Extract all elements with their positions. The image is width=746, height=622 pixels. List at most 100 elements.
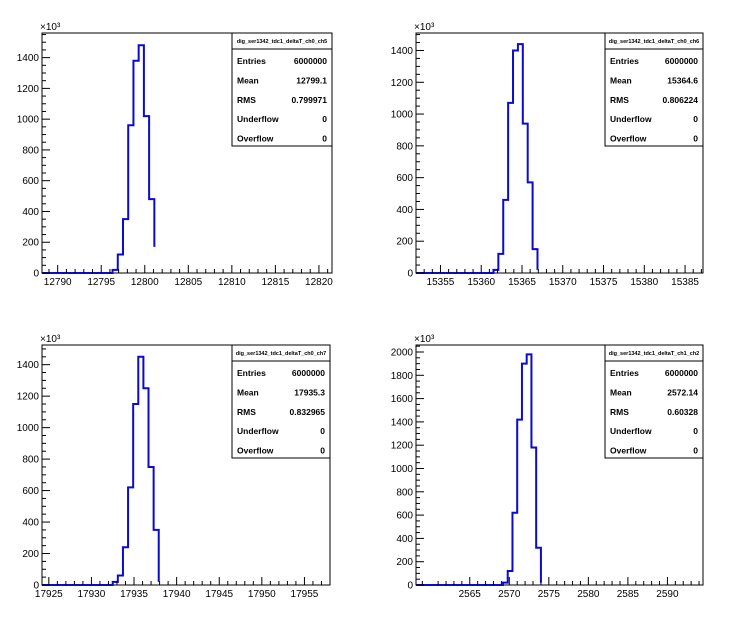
histogram-panel-1: 0 200 400 600 800 1000 1200 1400 12790 12795 12800… xyxy=(17,22,334,288)
x-tick-label: 15365 xyxy=(508,277,536,288)
histogram-panel-3: 0 200 400 600 800 1000 1200 1400 17925 17930 17935… xyxy=(17,334,331,600)
stats-title: dig_ser1342_tdc1_deltaT_ch0_ch6 xyxy=(609,39,700,45)
stats-label: Mean xyxy=(610,387,632,397)
histogram-bin xyxy=(144,116,149,273)
x-tick-label: 17950 xyxy=(248,589,276,600)
x-tick-label: 12815 xyxy=(261,277,289,288)
x-tick-label: 15385 xyxy=(671,277,699,288)
stats-value: 6000000 xyxy=(294,56,327,66)
y-tick-label: 1000 xyxy=(391,464,414,475)
y-tick-label: 1200 xyxy=(17,392,40,403)
stats-label: Underflow xyxy=(610,426,652,436)
y-tick-label: 600 xyxy=(22,486,39,497)
stats-value: 0 xyxy=(693,426,698,436)
y-tick-label: 400 xyxy=(22,207,39,218)
stats-label: Mean xyxy=(610,75,632,85)
y-tick-label: 0 xyxy=(407,269,413,280)
histogram-bin xyxy=(123,547,128,585)
stats-value: 0 xyxy=(320,426,325,436)
x-tick-label: 12820 xyxy=(305,277,333,288)
stats-value: 15364.6 xyxy=(667,75,698,85)
x-tick-label: 17930 xyxy=(78,589,106,600)
stats-box-frame xyxy=(604,344,704,459)
histogram-bin xyxy=(508,103,513,273)
histogram-bin xyxy=(138,357,143,585)
y-tick-label: 200 xyxy=(22,238,39,249)
histogram-bin xyxy=(503,583,508,585)
x-tick-label: 15355 xyxy=(427,277,455,288)
y-tick-label: 1200 xyxy=(391,441,414,452)
y-tick-label: 1200 xyxy=(391,78,414,89)
histogram-bin xyxy=(527,354,532,585)
x-tick-label: 2585 xyxy=(617,589,640,600)
y-exponent-label: ×10³ xyxy=(40,334,61,345)
stats-value: 0.832965 xyxy=(290,407,326,417)
x-tick-label: 2575 xyxy=(538,589,561,600)
histogram-bin xyxy=(528,182,533,273)
x-tick-label: 15375 xyxy=(590,277,618,288)
y-tick-label: 1200 xyxy=(17,84,40,95)
y-tick-label: 1000 xyxy=(17,115,40,126)
y-tick-label: 400 xyxy=(396,205,413,216)
stats-value: 0.806224 xyxy=(663,95,699,105)
histogram-bin xyxy=(113,270,118,273)
stats-value: 6000000 xyxy=(665,368,698,378)
histogram-bin xyxy=(118,576,123,585)
stats-value: 6000000 xyxy=(665,56,698,66)
stats-label: Overflow xyxy=(237,134,274,144)
stats-box: dig_ser1342_tdc1_deltaT_ch1_ch2 Entries 60… xyxy=(604,344,704,459)
x-tick-label: 17955 xyxy=(291,589,319,600)
stats-label: Overflow xyxy=(610,446,647,456)
stats-title: dig_ser1342_tdc1_deltaT_ch0_ch7 xyxy=(236,351,327,357)
x-tick-label: 2580 xyxy=(577,589,600,600)
x-tick-label: 17935 xyxy=(120,589,148,600)
stats-label: Underflow xyxy=(610,114,652,124)
y-exponent-label: ×10³ xyxy=(414,22,435,33)
histogram-panel-2: 0 200 400 600 800 1000 1200 1400 15355 15360 15365… xyxy=(391,22,704,288)
y-tick-label: 2000 xyxy=(391,347,414,358)
stats-label: Entries xyxy=(237,368,266,378)
stats-label: RMS xyxy=(610,95,629,105)
histogram-bin xyxy=(154,530,159,585)
stats-label: Underflow xyxy=(237,426,279,436)
histogram-series xyxy=(416,43,539,274)
y-tick-label: 600 xyxy=(396,173,413,184)
histogram-series xyxy=(42,44,156,274)
x-tick-label: 17925 xyxy=(35,589,63,600)
stats-label: RMS xyxy=(237,407,256,417)
y-tick-label: 200 xyxy=(396,237,413,248)
stats-label: Overflow xyxy=(610,134,647,144)
stats-value: 12799.1 xyxy=(296,75,327,85)
stats-value: 0 xyxy=(693,446,698,456)
stats-label: Mean xyxy=(237,75,259,85)
y-tick-label: 1400 xyxy=(17,53,40,64)
histogram-bin xyxy=(503,200,508,273)
stats-value: 0 xyxy=(320,446,325,456)
y-tick-label: 0 xyxy=(33,269,39,280)
histogram-bin xyxy=(139,45,144,273)
histogram-bin xyxy=(149,199,154,273)
histogram-bin xyxy=(143,388,148,585)
x-tick-label: 15360 xyxy=(467,277,495,288)
histogram-bin xyxy=(128,487,133,585)
x-tick-label: 12805 xyxy=(174,277,202,288)
histogram-bin xyxy=(522,364,527,585)
x-tick-label: 12795 xyxy=(87,277,115,288)
stats-value: 0.60328 xyxy=(667,407,698,417)
histogram-bin xyxy=(133,404,138,585)
stats-box: dig_ser1342_tdc1_deltaT_ch0_ch6 Entries 60… xyxy=(604,32,704,147)
stats-label: Overflow xyxy=(237,446,274,456)
histogram-bin xyxy=(498,254,503,273)
histogram-bin xyxy=(508,571,513,585)
x-tick-label: 2570 xyxy=(498,589,521,600)
histogram-series xyxy=(42,355,160,586)
stats-label: Underflow xyxy=(237,114,279,124)
y-tick-label: 800 xyxy=(22,455,39,466)
x-tick-label: 15370 xyxy=(549,277,577,288)
y-tick-label: 1800 xyxy=(391,371,414,382)
y-tick-label: 200 xyxy=(22,549,39,560)
stats-label: RMS xyxy=(610,407,629,417)
histogram-bin xyxy=(533,249,538,273)
stats-label: Mean xyxy=(237,387,259,397)
